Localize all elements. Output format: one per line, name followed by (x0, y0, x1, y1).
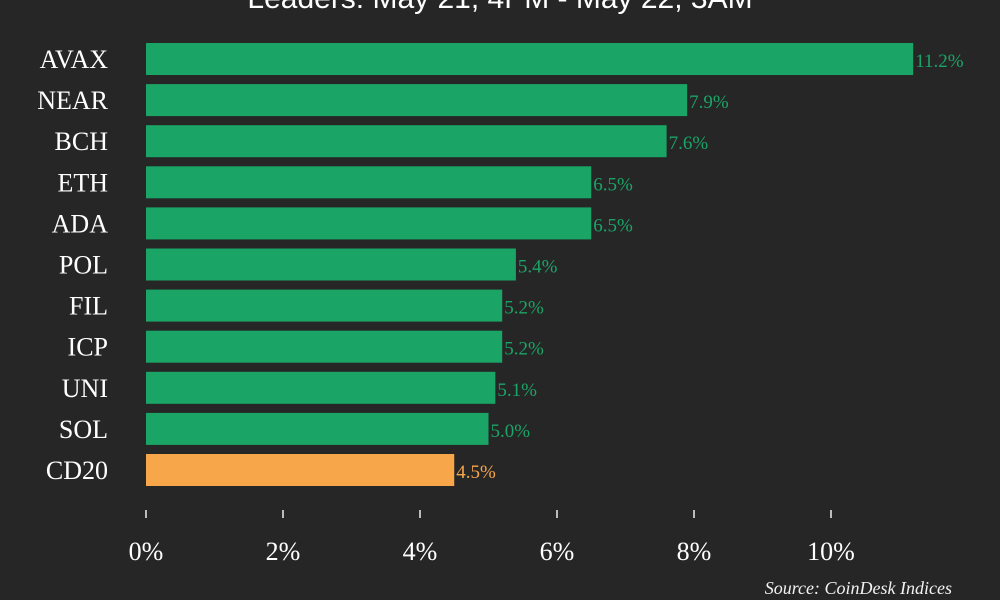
bar-uni (146, 371, 496, 404)
source-note: Source: CoinDesk Indices (764, 578, 952, 598)
x-tick-label: 2% (266, 537, 301, 566)
value-label: 11.2% (915, 51, 964, 72)
bar-ada (146, 207, 592, 240)
bar-icp (146, 330, 503, 363)
category-label: SOL (59, 415, 108, 444)
x-tick-label: 6% (540, 537, 575, 566)
bar-fil (146, 289, 503, 322)
x-tick-label: 8% (677, 537, 712, 566)
value-label: 5.1% (497, 380, 537, 401)
bar-avax (146, 43, 914, 75)
category-label: BCH (55, 127, 109, 156)
chart-title: Leaders: May 21, 4PM - May 22, 3AM (0, 0, 1000, 16)
x-tick-label: 4% (403, 537, 438, 566)
bar-near (146, 84, 688, 117)
category-label: POL (59, 251, 108, 280)
category-label: UNI (62, 374, 108, 403)
value-label: 5.2% (504, 339, 544, 360)
category-label: FIL (69, 292, 108, 321)
category-label: AVAX (40, 45, 109, 74)
bar-eth (146, 166, 592, 199)
category-label: CD20 (46, 456, 108, 485)
value-label: 5.2% (504, 298, 544, 319)
value-label: 7.6% (669, 133, 709, 154)
category-label: NEAR (37, 86, 108, 115)
value-label: 5.0% (491, 421, 531, 442)
value-label: 6.5% (593, 215, 633, 236)
category-label: ADA (52, 209, 109, 238)
category-label: ETH (57, 168, 108, 197)
category-label: ICP (68, 333, 108, 362)
x-tick-label: 10% (807, 537, 855, 566)
bar-sol (146, 412, 489, 445)
value-label: 4.5% (456, 462, 496, 483)
x-tick-label: 0% (129, 537, 164, 566)
bar-cd20 (146, 454, 455, 486)
value-label: 7.9% (689, 92, 729, 113)
bar-bch (146, 125, 667, 158)
bar-pol (146, 248, 516, 281)
value-label: 5.4% (518, 257, 558, 278)
value-label: 6.5% (593, 174, 633, 195)
